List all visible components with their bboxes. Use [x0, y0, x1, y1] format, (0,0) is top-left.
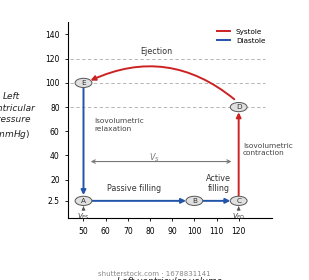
Text: E: E	[81, 80, 86, 86]
Text: D: D	[236, 104, 241, 110]
Text: shutterstock.com · 1678831141: shutterstock.com · 1678831141	[98, 271, 211, 277]
Text: Isovolumetric
relaxation: Isovolumetric relaxation	[95, 118, 144, 132]
Text: Left ventricular volume: Left ventricular volume	[117, 277, 222, 280]
Circle shape	[75, 78, 92, 87]
Text: B: B	[192, 198, 197, 204]
Circle shape	[75, 196, 92, 206]
Circle shape	[230, 102, 247, 112]
Text: Passive filling: Passive filling	[108, 184, 162, 193]
Text: $V_{ED}$: $V_{ED}$	[232, 212, 245, 222]
Text: C: C	[236, 198, 241, 204]
Text: Ejection: Ejection	[141, 47, 173, 56]
Circle shape	[186, 196, 203, 206]
Text: $V_S$: $V_S$	[149, 152, 160, 164]
Text: Isovolumetric
contraction: Isovolumetric contraction	[243, 143, 293, 156]
Text: Active
filling: Active filling	[206, 174, 231, 193]
Text: A: A	[81, 198, 86, 204]
Legend: Systole, Diastole: Systole, Diastole	[214, 26, 268, 47]
Text: $V_{ES}$: $V_{ES}$	[77, 212, 90, 222]
Circle shape	[230, 196, 247, 206]
Text: Left
ventricular
pressure
$(mmHg)$: Left ventricular pressure $(mmHg)$	[0, 92, 35, 141]
